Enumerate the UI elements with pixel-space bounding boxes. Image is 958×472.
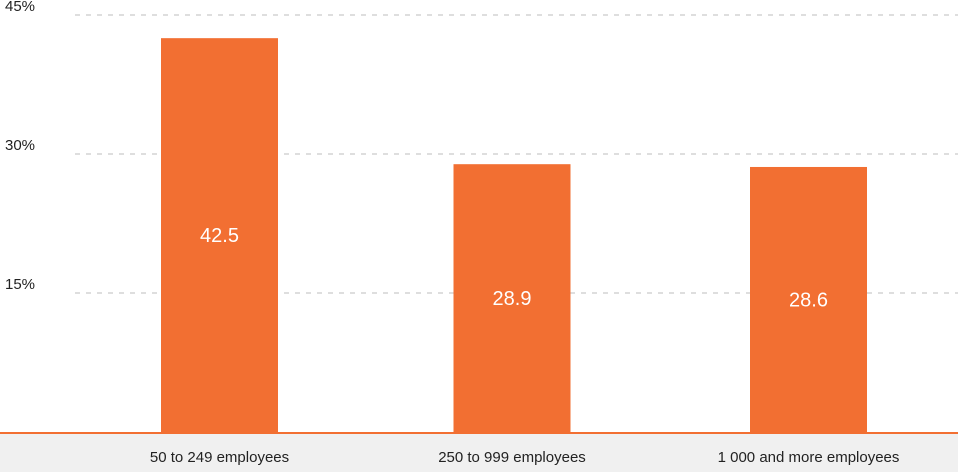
bar-value-label: 42.5 — [200, 225, 239, 247]
bars — [161, 38, 867, 433]
y-tick-label: 45% — [5, 0, 35, 15]
x-axis-category-labels: 50 to 249 employees 250 to 999 employees 1… — [150, 449, 900, 466]
y-tick-label: 30% — [5, 137, 35, 154]
x-category-label: 1 000 and more employees — [718, 449, 900, 466]
bar — [453, 164, 571, 432]
x-category-label: 250 to 999 employees — [438, 449, 586, 466]
bar-value-label: 28.6 — [789, 289, 828, 311]
y-tick-label: 15% — [5, 276, 35, 293]
bar — [750, 166, 867, 432]
x-axis-band — [0, 432, 958, 472]
bar-value-label: 28.9 — [493, 288, 532, 310]
bar-value-labels: 42.5 28.9 28.6 — [200, 225, 828, 311]
x-category-label: 50 to 249 employees — [150, 449, 289, 466]
bar — [161, 38, 278, 433]
y-axis-tick-labels: 15% 30% 45% — [5, 0, 35, 293]
